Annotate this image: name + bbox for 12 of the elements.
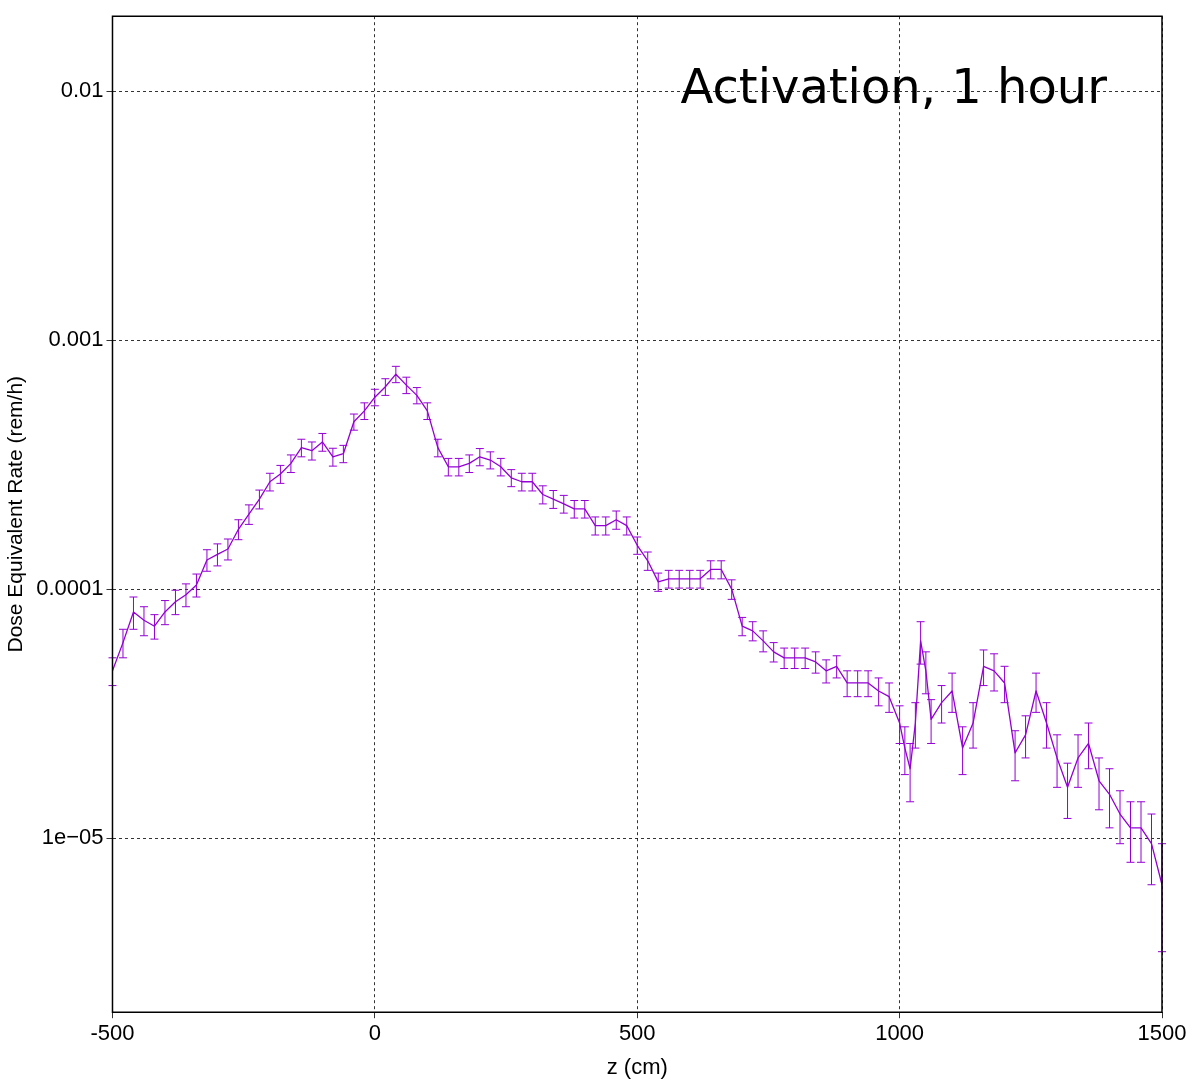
x-tick-label: 1000 xyxy=(875,1020,925,1046)
x-tick-label: 500 xyxy=(618,1020,656,1046)
y-tick-label: 0.001 xyxy=(48,326,104,352)
y-tick-label: 0.01 xyxy=(60,77,104,103)
x-tick-label: 0 xyxy=(368,1020,381,1046)
y-tick-label: 1e−05 xyxy=(41,824,104,850)
y-tick-label: 0.0001 xyxy=(36,575,104,601)
y-axis-title: Dose Equivalent Rate (rem/h) xyxy=(3,375,27,653)
x-tick-label: 1500 xyxy=(1137,1020,1187,1046)
x-axis-title: z (cm) xyxy=(606,1053,668,1079)
x-tick-label: -500 xyxy=(90,1020,135,1046)
annotation: Activation, 1 hour xyxy=(680,57,1108,114)
